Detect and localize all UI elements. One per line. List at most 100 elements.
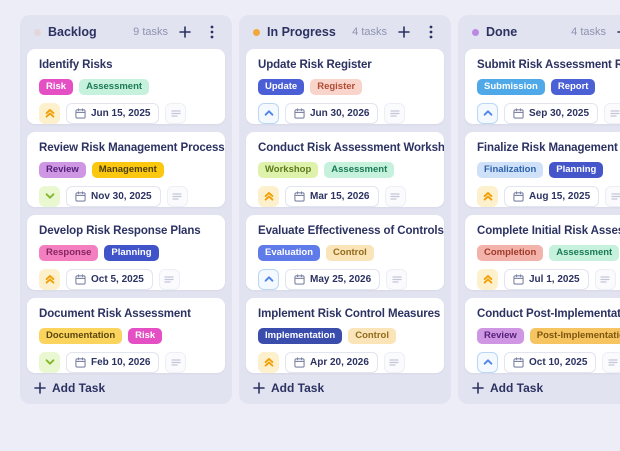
due-date-chip: Apr 20, 2026: [285, 351, 378, 373]
calendar-icon: [75, 273, 86, 285]
task-card[interactable]: Review Risk Management Process Review Mana…: [27, 132, 225, 207]
tag-list: Risk Assessment: [39, 79, 213, 95]
task-title: Document Risk Assessment: [39, 308, 191, 320]
add-task-label: Add Task: [52, 381, 106, 395]
task-meta: Apr 20, 2026: [258, 351, 432, 373]
notes-icon: [165, 102, 187, 124]
notes-icon: [604, 102, 620, 124]
column-menu-button[interactable]: [421, 22, 441, 42]
task-card[interactable]: Develop Risk Response Plans Response Plann…: [27, 215, 225, 290]
task-tag: Management: [91, 162, 164, 178]
task-tag: Control: [348, 328, 396, 344]
task-card[interactable]: Evaluate Effectiveness of Controls Evalua…: [246, 215, 444, 290]
priority-low-icon: [39, 185, 60, 207]
task-meta: Nov 30, 2025: [39, 185, 213, 207]
column-task-count: 9 tasks: [133, 26, 168, 38]
task-card[interactable]: Submit Risk Assessment Report Submission R…: [465, 49, 620, 124]
task-title: Finalize Risk Management Plan: [477, 142, 620, 154]
task-title: Implement Risk Control Measures: [258, 308, 441, 320]
due-date-chip: Oct 10, 2025: [504, 351, 597, 373]
priority-urgent-icon: [258, 351, 279, 373]
kanban-board: Backlog 9 tasks Identify Risks Risk Assessme…: [27, 15, 620, 404]
due-date-label: May 25, 2026: [310, 273, 372, 285]
plus-icon: [179, 26, 191, 38]
tag-list: Implementation Control: [258, 328, 432, 344]
task-card[interactable]: Finalize Risk Management Plan Finalizatio…: [465, 132, 620, 207]
task-card[interactable]: Implement Risk Control Measures Implement…: [246, 298, 444, 373]
task-tag: Review: [477, 328, 524, 344]
due-date-chip: Oct 5, 2025: [66, 268, 153, 290]
calendar-icon: [513, 273, 524, 285]
due-date-label: Nov 30, 2025: [91, 190, 152, 202]
add-card-button[interactable]: [175, 22, 195, 42]
plus-icon: [398, 26, 410, 38]
add-card-button[interactable]: [613, 22, 620, 42]
kebab-menu-icon: [210, 25, 214, 39]
calendar-icon: [513, 356, 524, 368]
task-card[interactable]: Update Risk Register Update Register Jun 30…: [246, 49, 444, 124]
task-tag: Register: [310, 79, 363, 95]
task-tag: Submission: [477, 79, 545, 95]
column-task-count: 4 tasks: [571, 26, 606, 38]
column-header: In Progress 4 tasks: [246, 15, 444, 49]
due-date-chip: Feb 10, 2026: [66, 351, 160, 373]
task-tag: Control: [326, 245, 374, 261]
notes-icon: [602, 351, 620, 373]
column-task-count: 4 tasks: [352, 26, 387, 38]
task-card[interactable]: Conduct Post-Implementation Review Review…: [465, 298, 620, 373]
task-meta: Oct 10, 2025: [477, 351, 620, 373]
task-tag: Assessment: [324, 162, 395, 178]
task-card[interactable]: Conduct Risk Assessment Workshop Workshop…: [246, 132, 444, 207]
add-task-button[interactable]: Add Task: [465, 374, 620, 404]
task-tag: Assessment: [549, 245, 620, 261]
add-card-button[interactable]: [394, 22, 414, 42]
notes-icon: [386, 268, 408, 290]
task-meta: Feb 10, 2026: [39, 351, 213, 373]
task-title: Conduct Risk Assessment Workshop: [258, 142, 444, 154]
tag-list: Evaluation Control: [258, 245, 432, 261]
task-card[interactable]: Complete Initial Risk Assessment Completi…: [465, 215, 620, 290]
notes-icon: [594, 268, 616, 290]
task-title: Review Risk Management Process: [39, 142, 225, 154]
calendar-icon: [294, 190, 305, 202]
calendar-icon: [513, 107, 524, 119]
calendar-icon: [294, 356, 305, 368]
task-meta: Jun 15, 2025: [39, 102, 213, 124]
task-tag: Finalization: [477, 162, 544, 178]
due-date-label: Oct 5, 2025: [91, 273, 144, 285]
task-tag: Completion: [477, 245, 544, 261]
column-menu-button[interactable]: [202, 22, 222, 42]
tag-list: Workshop Assessment: [258, 162, 432, 178]
task-tag: Evaluation: [258, 245, 321, 261]
task-tag: Planning: [104, 245, 159, 261]
column-status-dot: [34, 28, 41, 36]
priority-high-icon: [477, 102, 498, 124]
task-card[interactable]: Identify Risks Risk Assessment Jun 15, 2025: [27, 49, 225, 124]
due-date-chip: Sep 30, 2025: [504, 102, 599, 124]
calendar-icon: [513, 190, 524, 202]
task-tag: Update: [258, 79, 305, 95]
task-tag: Implementation: [258, 328, 343, 344]
due-date-chip: Jun 30, 2026: [285, 102, 379, 124]
due-date-chip: Jun 15, 2025: [66, 102, 160, 124]
calendar-icon: [75, 190, 86, 202]
column-title: In Progress: [267, 25, 336, 39]
priority-urgent-icon: [477, 268, 498, 290]
task-card[interactable]: Document Risk Assessment Documentation Ris…: [27, 298, 225, 373]
tag-list: Review Post-Implementation: [477, 328, 620, 344]
due-date-chip: Aug 15, 2025: [504, 185, 600, 207]
tag-list: Response Planning: [39, 245, 213, 261]
due-date-label: Oct 10, 2025: [529, 356, 588, 368]
calendar-icon: [75, 107, 86, 119]
task-meta: Oct 5, 2025: [39, 268, 213, 290]
calendar-icon: [294, 273, 305, 285]
task-tag: Response: [39, 245, 99, 261]
add-task-button[interactable]: Add Task: [246, 374, 444, 404]
priority-urgent-icon: [477, 185, 498, 207]
task-meta: Aug 15, 2025: [477, 185, 620, 207]
priority-high-icon: [477, 351, 498, 373]
add-task-button[interactable]: Add Task: [27, 374, 225, 404]
task-meta: Jul 1, 2025: [477, 268, 620, 290]
task-meta: Sep 30, 2025: [477, 102, 620, 124]
priority-urgent-icon: [39, 268, 60, 290]
